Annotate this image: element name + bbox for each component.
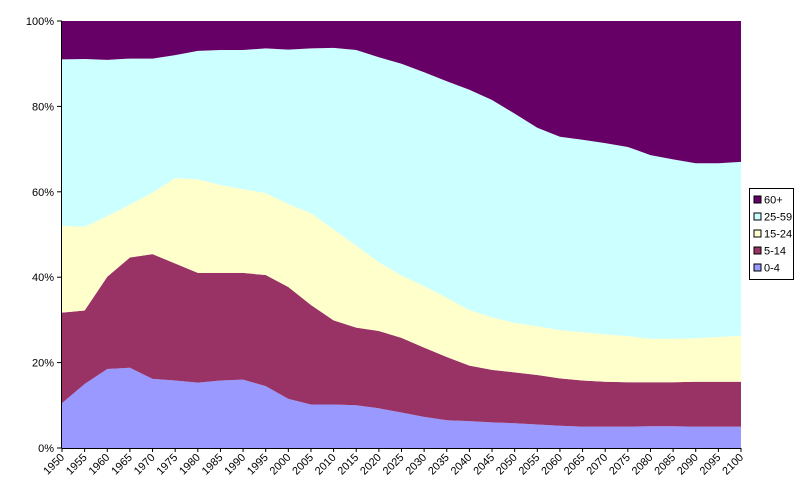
x-tick-label: 2035 [426,452,452,478]
x-tick-label: 2025 [381,452,407,478]
legend-label-15-24: 15-24 [764,229,792,241]
legend-label-5-14: 5-14 [764,246,786,258]
x-tick-label: 1995 [245,452,271,478]
legend-swatch-60+ [753,195,762,204]
area-series-5-14 [62,254,741,427]
y-tick-label: 20% [32,358,54,370]
x-tick-label: 2075 [607,452,633,478]
x-tick-label: 1960 [87,452,113,478]
y-tick-label: 0% [38,443,54,455]
legend-swatch-15-24 [753,229,762,238]
y-tick-label: 100% [26,16,54,28]
x-tick-label: 1975 [154,452,180,478]
legend-swatch-25-59 [753,212,762,221]
axes [57,20,742,452]
x-tick-label: 2000 [268,452,294,478]
x-tick-label: 1950 [41,452,67,478]
x-tick-label: 2090 [675,452,701,478]
x-tick-label: 2030 [403,452,429,478]
x-tick-label: 2060 [539,452,565,478]
legend: 60+ 25-59 15-24 5-14 0-4 [749,188,794,280]
x-tick-label: 1985 [200,452,226,478]
legend-label-60+: 60+ [764,195,783,207]
y-tick-label: 60% [32,187,54,199]
x-tick-label: 1980 [177,452,203,478]
x-tick-label: 2050 [494,452,520,478]
y-tick-label: 40% [32,272,54,284]
x-tick-label: 1970 [132,452,158,478]
x-tick-label: 2015 [336,452,362,478]
legend-label-25-59: 25-59 [764,212,792,224]
y-tick-label: 80% [32,101,54,113]
x-tick-label: 2005 [290,452,316,478]
legend-swatch-0-4 [753,263,762,272]
area-series-25-59 [62,47,741,339]
x-tick-label: 2095 [698,452,724,478]
x-tick-label: 1955 [64,452,90,478]
legend-label-0-4: 0-4 [764,263,780,275]
x-tick-label: 2070 [585,452,611,478]
x-tick-label: 2100 [720,452,746,478]
area-series-60+ [62,21,741,164]
x-tick-label: 2040 [449,452,475,478]
x-tick-label: 2045 [471,452,497,478]
x-tick-label: 2055 [517,452,543,478]
x-tick-label: 2065 [562,452,588,478]
x-tick-label: 1990 [222,452,248,478]
x-tick-label: 1965 [109,452,135,478]
x-tick-label: 2085 [652,452,678,478]
area-series-group [62,21,741,448]
x-tick-label: 2020 [358,452,384,478]
x-axis-tick-labels: 1950195519601965197019751980198519901995… [41,452,746,478]
x-tick-label: 2080 [630,452,656,478]
area-series-0-4 [62,367,741,448]
x-tick-label: 2010 [313,452,339,478]
y-axis-tick-labels: 0% 20% 40% 60% 80% 100% [26,16,54,455]
legend-swatch-5-14 [753,246,762,255]
